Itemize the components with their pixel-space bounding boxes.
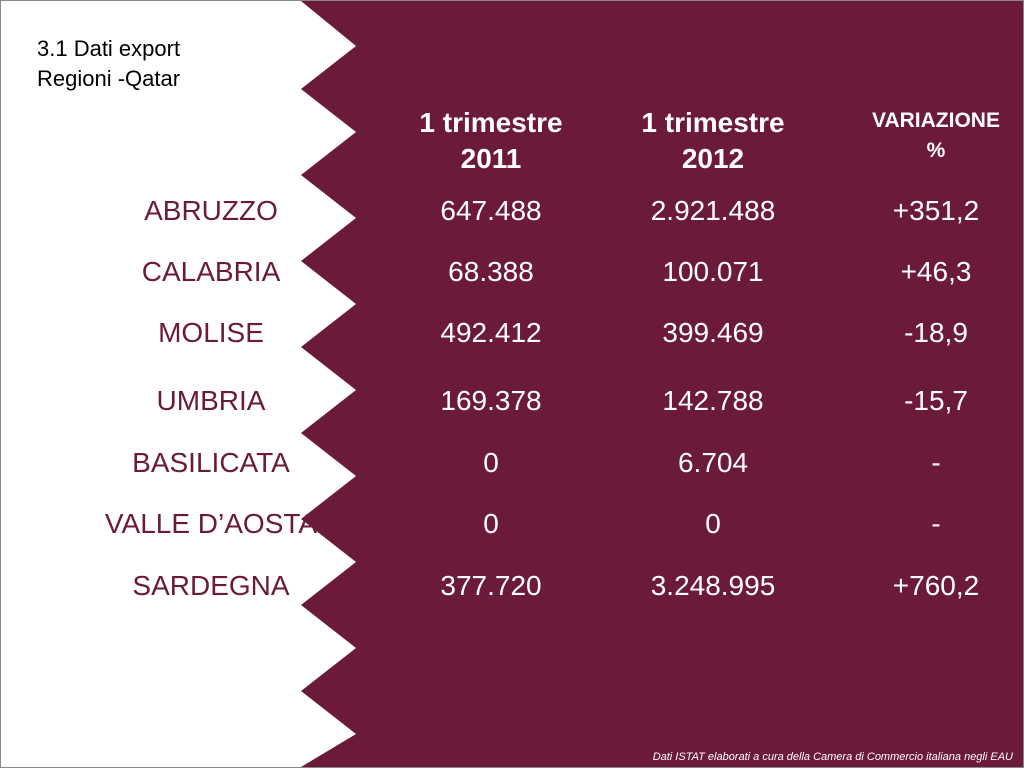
column-header-text: 1 trimestre — [641, 107, 785, 138]
region-name: UMBRIA — [157, 385, 266, 417]
cell-value-text: 377.720 — [440, 570, 542, 601]
cell-value-text: +46,3 — [900, 256, 972, 287]
cell-value-text: - — [931, 508, 941, 539]
cell-value: 492.412 — [440, 317, 541, 349]
column-header: 1 trimestre 2011 — [419, 105, 562, 177]
region-name-text: VALLE D’AOSTA — [104, 508, 318, 539]
region-name: VALLE D’AOSTA — [105, 508, 317, 540]
cell-value: 68.388 — [448, 256, 534, 288]
cell-value-text: 0 — [483, 508, 499, 539]
region-name-text: CALABRIA — [141, 256, 281, 287]
title-line: 3.1 Dati export — [37, 36, 181, 61]
title-line: Regioni -Qatar — [37, 66, 181, 91]
region-name: BASILICATA — [132, 447, 290, 479]
region-name-text: ABRUZZO — [144, 195, 278, 226]
column-header-text: 2011 — [460, 143, 522, 174]
cell-value: 377.720 — [440, 570, 541, 602]
cell-value: 100.071 — [662, 256, 763, 288]
cell-value-text: +760,2 — [892, 570, 980, 601]
column-header: VARIAZIONE% — [872, 106, 1000, 166]
cell-value-text: 3.248.995 — [650, 570, 776, 601]
cell-value-text: 142.788 — [662, 385, 764, 416]
cell-value: 0 — [483, 508, 499, 540]
cell-value: +760,2 — [893, 570, 979, 602]
region-name-text: MOLISE — [158, 317, 264, 348]
cell-value-text: 2.921.488 — [650, 195, 776, 226]
footer-note: Dati ISTAT elaborati a cura della Camera… — [652, 751, 1013, 763]
cell-value-text: 68.388 — [448, 256, 534, 287]
cell-value: 0 — [483, 447, 499, 479]
cell-value-text: -18,9 — [904, 317, 968, 348]
cell-value: 2.921.488 — [651, 195, 776, 227]
cell-value: -18,9 — [904, 317, 968, 349]
region-name-text: SARDEGNA — [132, 570, 290, 601]
serrated-white-band — [1, 1, 356, 767]
cell-value-text: 0 — [705, 508, 721, 539]
cell-value: 399.469 — [662, 317, 763, 349]
cell-value-text: -15,7 — [904, 385, 968, 416]
column-header: 1 trimestre 2012 — [641, 105, 784, 177]
cell-value: 169.378 — [440, 385, 541, 417]
cell-value-text: 492.412 — [440, 317, 542, 348]
region-name: SARDEGNA — [132, 570, 289, 602]
region-name-text: UMBRIA — [156, 385, 266, 416]
column-header-text: 1 trimestre — [419, 107, 563, 138]
cell-value: -15,7 — [904, 385, 968, 417]
cell-value: 6.704 — [678, 447, 748, 479]
cell-value-text: 169.378 — [440, 385, 542, 416]
region-name: CALABRIA — [142, 256, 281, 288]
cell-value-text: 6.704 — [677, 447, 749, 478]
slide-title: 3.1 Dati export Regioni -Qatar — [37, 34, 180, 94]
cell-value: +46,3 — [901, 256, 972, 288]
cell-value-text: +351,2 — [892, 195, 980, 226]
cell-value: 0 — [705, 508, 721, 540]
cell-value: 142.788 — [662, 385, 763, 417]
column-header-text: VARIAZIONE — [872, 109, 1000, 132]
cell-value-text: 0 — [483, 447, 499, 478]
column-header-text: 2012 — [681, 143, 745, 174]
region-name: ABRUZZO — [144, 195, 278, 227]
cell-value: - — [931, 447, 940, 479]
cell-value: 3.248.995 — [651, 570, 776, 602]
cell-value: - — [931, 508, 940, 540]
cell-value-text: - — [931, 447, 941, 478]
cell-value: 647.488 — [440, 195, 541, 227]
column-header-text: % — [926, 139, 946, 162]
cell-value-text: 100.071 — [662, 256, 764, 287]
region-name: MOLISE — [158, 317, 264, 349]
cell-value-text: 647.488 — [440, 195, 542, 226]
cell-value: +351,2 — [893, 195, 979, 227]
cell-value-text: 399.469 — [662, 317, 764, 348]
region-name-text: BASILICATA — [132, 447, 290, 478]
